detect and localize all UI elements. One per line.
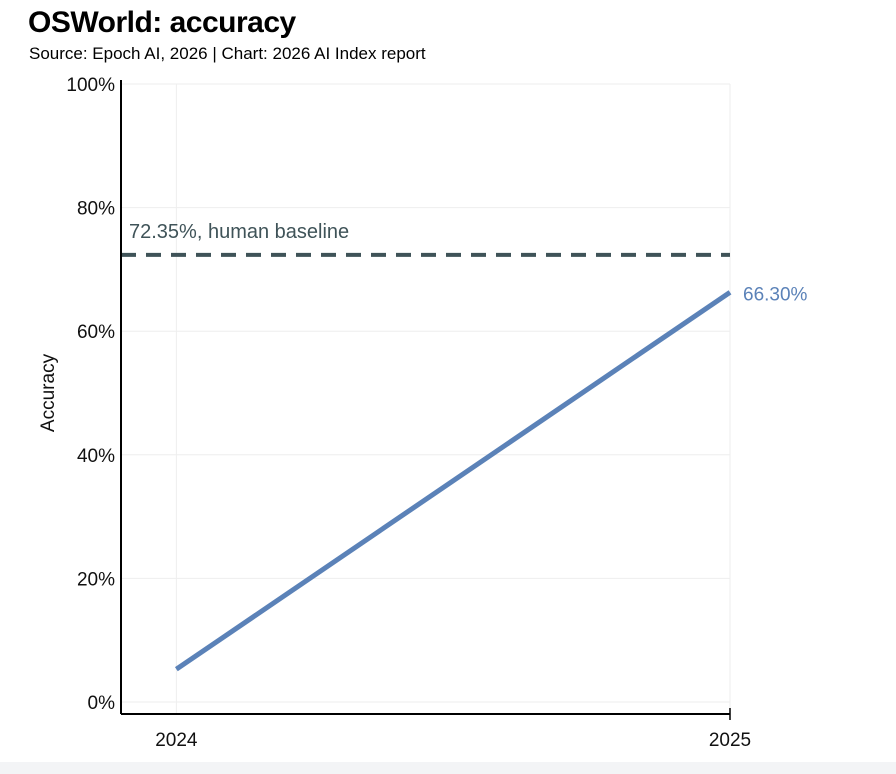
series [174, 290, 732, 672]
y-tick-label: 0% [88, 693, 116, 714]
series-line [174, 290, 732, 672]
axes [120, 80, 731, 720]
y-tick-label: 20% [77, 569, 115, 590]
y-tick-label: 100% [66, 75, 115, 96]
human-baseline-label: 72.35%, human baseline [129, 221, 349, 243]
y-axis-title: Accuracy [38, 353, 59, 432]
x-tick-label: 2025 [709, 730, 751, 751]
chart-subtitle: Source: Epoch AI, 2026 | Chart: 2026 AI … [29, 44, 426, 63]
labels: 0% 20% 40% 60% 80% 100% 2024 2025 72.35%, human … [38, 75, 808, 751]
chart-title: OSWorld: accuracy [28, 6, 296, 39]
footer-strip [0, 762, 896, 774]
series-end-label: 66.30% [743, 284, 808, 305]
y-tick-label: 80% [77, 199, 115, 220]
x-tick-label: 2024 [155, 730, 198, 751]
grid [121, 83, 731, 714]
y-tick-label: 40% [77, 446, 115, 467]
y-tick-label: 60% [77, 322, 115, 343]
